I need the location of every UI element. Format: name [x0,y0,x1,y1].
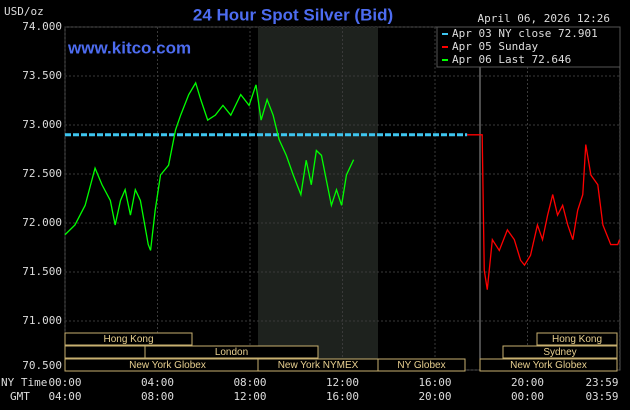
gmt-tick-label: 12:00 [233,390,266,403]
y-tick-label: 71.000 [22,314,62,327]
legend-label: Apr 05 Sunday [452,40,538,53]
gmt-tick-label: 08:00 [141,390,174,403]
session-box [64,332,193,346]
session-label: New York Globex [129,360,206,371]
timestamp: April 06, 2026 12:26 [478,12,610,25]
session-box [144,345,319,359]
x-axis-label: GMT [10,390,30,403]
gmt-tick-label: 04:00 [48,390,81,403]
y-tick-label: 73.000 [22,118,62,131]
x-tick-label: 23:59 [585,376,618,389]
series-line [467,134,621,290]
site-label: www.kitco.com [67,38,191,57]
session-box [479,358,618,372]
y-tick-label: 74.000 [22,20,62,33]
session-label: NY Globex [397,360,445,371]
session-label: Hong Kong [103,334,153,345]
x-tick-label: 20:00 [511,376,544,389]
gmt-tick-label: 20:00 [418,390,451,403]
x-tick-label: 04:00 [141,376,174,389]
legend-box [436,26,621,68]
x-tick-label: 08:00 [233,376,266,389]
session-label: Sydney [543,347,576,358]
gmt-tick-label: 00:00 [511,390,544,403]
x-tick-label: 00:00 [48,376,81,389]
nymex-shade [258,27,378,370]
y-tick-label: 72.500 [22,167,62,180]
session-box [377,358,466,372]
gmt-tick-label: 03:59 [585,390,618,403]
session-box [64,345,146,359]
x-tick-label: 12:00 [326,376,359,389]
y-tick-label: 71.500 [22,265,62,278]
session-label: Hong Kong [552,334,602,345]
session-box [536,332,618,346]
legend-label: Apr 03 NY close 72.901 [452,27,598,40]
session-label: New York Globex [510,360,587,371]
unit-label: USD/oz [4,5,44,18]
y-tick-label: 70.500 [22,359,62,372]
x-axis-label: NY Time [1,376,47,389]
series-line [64,81,355,251]
x-tick-label: 16:00 [418,376,451,389]
session-label: London [215,347,248,358]
y-tick-label: 72.000 [22,216,62,229]
y-tick-label: 73.500 [22,69,62,82]
gmt-tick-label: 16:00 [326,390,359,403]
session-box [502,345,618,359]
legend-label: Apr 06 Last 72.646 [452,53,571,66]
session-label: New York NYMEX [278,360,359,371]
chart-title: 24 Hour Spot Silver (Bid) [193,5,393,24]
